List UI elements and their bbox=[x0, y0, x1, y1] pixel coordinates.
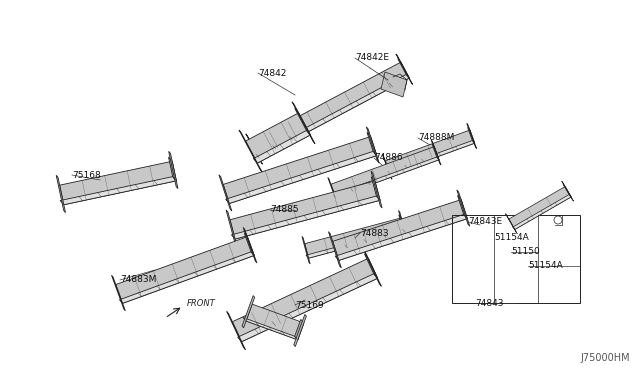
Polygon shape bbox=[295, 108, 310, 135]
Polygon shape bbox=[239, 130, 262, 172]
Polygon shape bbox=[306, 229, 405, 258]
Polygon shape bbox=[506, 214, 517, 234]
Polygon shape bbox=[227, 311, 245, 350]
Polygon shape bbox=[371, 171, 382, 208]
Polygon shape bbox=[396, 54, 413, 84]
Polygon shape bbox=[364, 254, 378, 278]
Polygon shape bbox=[294, 319, 304, 340]
Polygon shape bbox=[382, 154, 392, 179]
Polygon shape bbox=[238, 274, 378, 341]
Polygon shape bbox=[399, 211, 407, 238]
Text: 74886: 74886 bbox=[374, 154, 403, 163]
Polygon shape bbox=[562, 181, 573, 201]
Polygon shape bbox=[509, 186, 571, 230]
Bar bbox=[452, 215, 580, 303]
Polygon shape bbox=[169, 151, 178, 189]
Text: 51154A: 51154A bbox=[494, 234, 529, 243]
Polygon shape bbox=[246, 134, 262, 164]
Polygon shape bbox=[243, 227, 257, 263]
Text: 74842E: 74842E bbox=[355, 54, 389, 62]
Polygon shape bbox=[246, 113, 310, 163]
Text: 74883M: 74883M bbox=[120, 276, 156, 285]
Polygon shape bbox=[399, 215, 405, 232]
Polygon shape bbox=[333, 157, 439, 198]
Text: J75000HM: J75000HM bbox=[580, 353, 630, 363]
Polygon shape bbox=[328, 232, 341, 268]
Polygon shape bbox=[243, 317, 298, 340]
Polygon shape bbox=[219, 175, 232, 211]
Polygon shape bbox=[246, 304, 304, 340]
Polygon shape bbox=[226, 210, 237, 247]
Text: 51150: 51150 bbox=[511, 247, 540, 257]
Polygon shape bbox=[381, 72, 407, 97]
Polygon shape bbox=[232, 196, 380, 239]
Text: 75168: 75168 bbox=[72, 170, 100, 180]
Polygon shape bbox=[116, 237, 254, 303]
Polygon shape bbox=[226, 151, 377, 203]
Polygon shape bbox=[397, 58, 409, 78]
Polygon shape bbox=[253, 131, 310, 163]
Polygon shape bbox=[56, 175, 65, 212]
Polygon shape bbox=[242, 296, 255, 328]
Polygon shape bbox=[111, 275, 125, 311]
Polygon shape bbox=[230, 181, 380, 239]
Text: 74885: 74885 bbox=[270, 205, 299, 215]
Text: 51154A: 51154A bbox=[528, 262, 563, 270]
Polygon shape bbox=[335, 214, 467, 260]
Polygon shape bbox=[467, 124, 477, 148]
Polygon shape bbox=[292, 102, 315, 144]
Polygon shape bbox=[120, 252, 254, 303]
Polygon shape bbox=[385, 130, 475, 174]
Polygon shape bbox=[367, 132, 377, 155]
Text: 74843E: 74843E bbox=[468, 218, 502, 227]
Polygon shape bbox=[363, 248, 381, 286]
Polygon shape bbox=[333, 200, 467, 260]
Polygon shape bbox=[563, 184, 571, 197]
Text: 74883: 74883 bbox=[360, 228, 388, 237]
Polygon shape bbox=[388, 141, 475, 174]
Polygon shape bbox=[431, 140, 441, 165]
Text: 74888M: 74888M bbox=[418, 134, 454, 142]
Polygon shape bbox=[305, 218, 405, 258]
Polygon shape bbox=[458, 195, 467, 219]
Polygon shape bbox=[432, 144, 439, 160]
Polygon shape bbox=[331, 147, 439, 198]
Polygon shape bbox=[328, 177, 338, 203]
Polygon shape bbox=[513, 195, 571, 230]
Polygon shape bbox=[294, 314, 307, 347]
Polygon shape bbox=[468, 127, 475, 143]
Polygon shape bbox=[302, 236, 310, 264]
Polygon shape bbox=[60, 177, 177, 205]
Polygon shape bbox=[244, 233, 254, 256]
Polygon shape bbox=[457, 190, 470, 226]
Polygon shape bbox=[232, 258, 378, 341]
Polygon shape bbox=[371, 177, 380, 200]
Text: 75169: 75169 bbox=[295, 301, 324, 310]
Text: FRONT: FRONT bbox=[187, 299, 216, 308]
Polygon shape bbox=[223, 137, 377, 203]
Polygon shape bbox=[366, 127, 380, 163]
Text: 74842: 74842 bbox=[258, 68, 286, 77]
Polygon shape bbox=[168, 157, 177, 181]
Text: 74843: 74843 bbox=[475, 298, 504, 308]
Polygon shape bbox=[60, 161, 177, 205]
Polygon shape bbox=[256, 74, 409, 158]
Polygon shape bbox=[251, 62, 409, 158]
